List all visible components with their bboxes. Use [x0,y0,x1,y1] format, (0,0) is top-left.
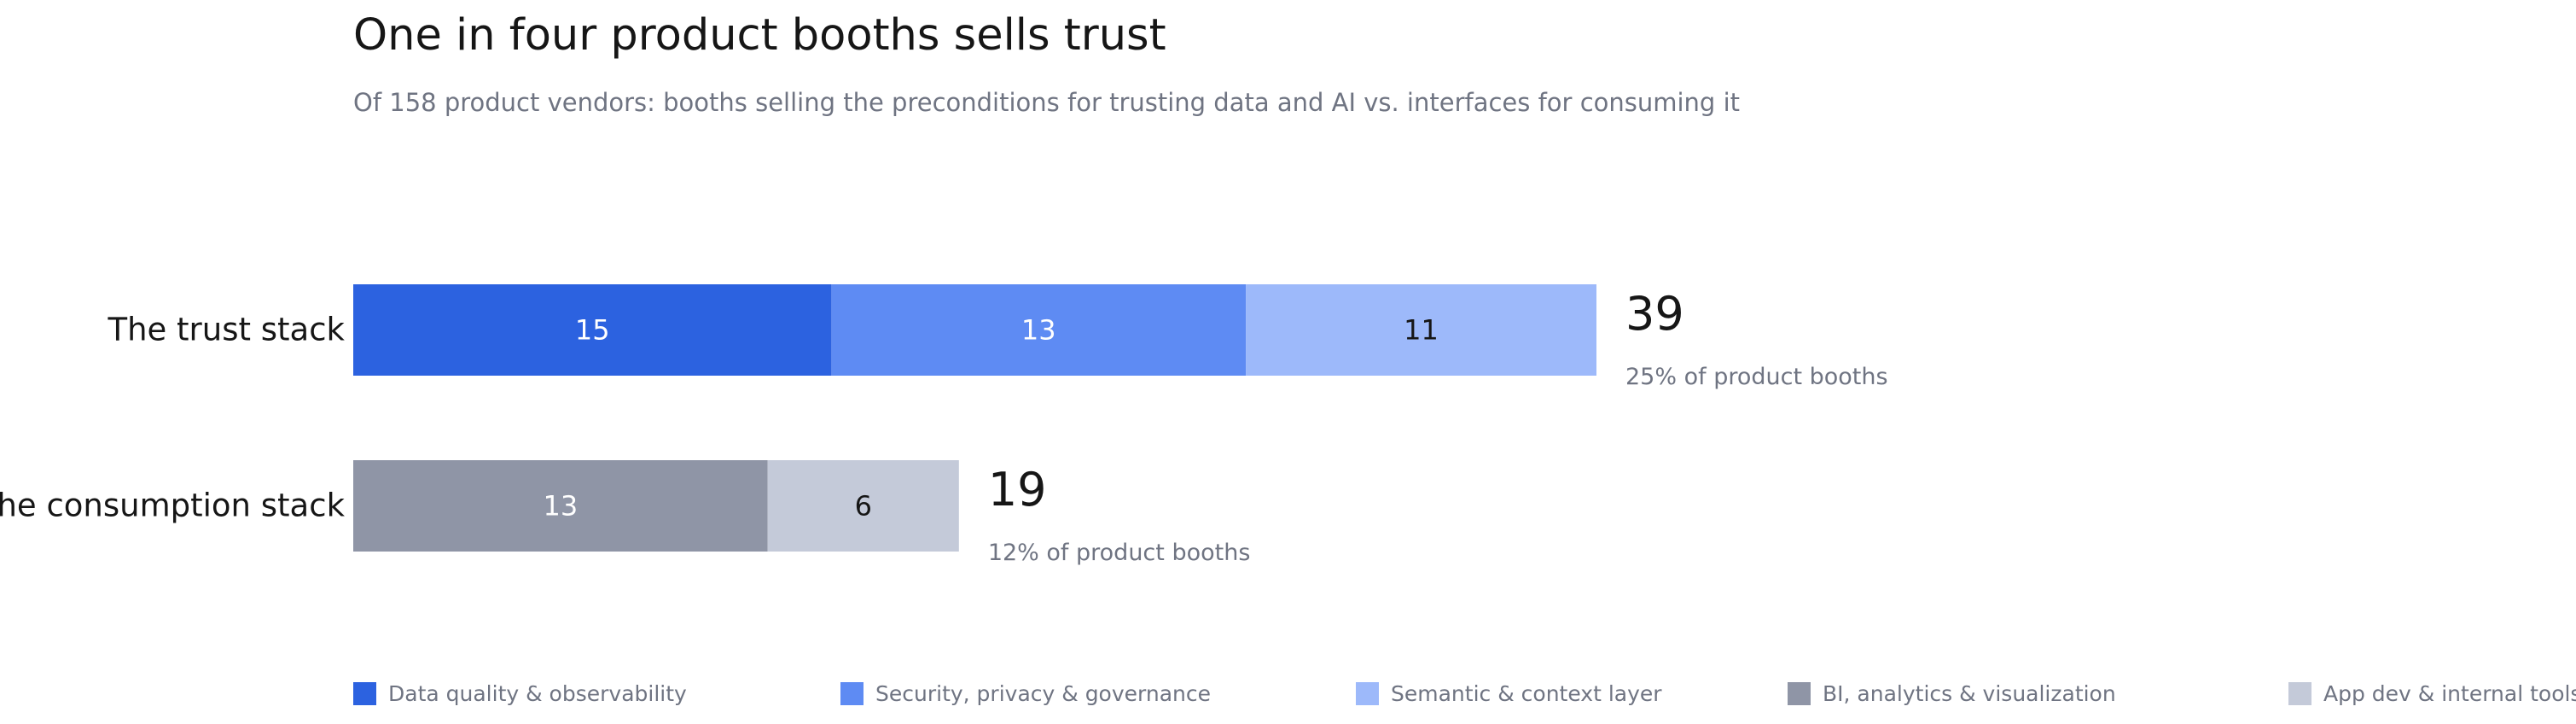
bar-segment-semantic-and-context-layer [1246,284,1596,376]
legend-label: Data quality & observability [388,680,687,706]
stacked-bar-chart: The trust stack 15 13 11 39 25% of product bo… [0,284,1888,566]
legend-swatch [1356,681,1379,705]
legend-swatch [353,681,376,705]
chart-title: One in four product booths sells trust [353,10,1166,61]
bar-segment-app-dev-and-internal-tools [767,460,959,552]
legend-item-bi-analytics-and-visualization: BI, analytics & visualization [1788,676,2116,710]
legend-item-semantic-and-context-layer: Semantic & context layer [1356,676,1662,710]
bar-total-note: 12% of product booths [988,540,1251,566]
legend-swatch [2288,681,2311,705]
legend-label: App dev & internal tools [2323,680,2576,706]
legend-label: Semantic & context layer [1391,680,1662,706]
bar-total-note: 25% of product booths [1625,364,1888,390]
legend-swatch [840,681,864,705]
bar-value-label: 6 [855,490,872,523]
category-label: The trust stack [107,312,345,348]
legend-item-security-privacy-and-governance: Security, privacy & governance [840,676,1211,710]
chart-subtitle: Of 158 product vendors: booths selling t… [353,88,1740,117]
bar-segment-data-quality-and-observability [353,284,832,376]
legend-label: BI, analytics & visualization [1823,680,2116,706]
legend-item-data-quality-and-observability: Data quality & observability [353,676,687,710]
chart-legend: Data quality & observability Security, pr… [353,676,2576,710]
bar-total-label: 39 [1625,287,1684,341]
legend-label: Security, privacy & governance [875,680,1212,706]
bar-value-label: 15 [575,314,610,347]
legend-swatch [1788,681,1811,705]
bar-value-label: 13 [543,490,578,523]
bar-total-label: 19 [988,463,1047,517]
bar-segment-bi-analytics-and-visualization [353,460,768,552]
bar-value-label: 13 [1021,314,1056,347]
category-label: The consumption stack [0,488,346,524]
bar-value-label: 11 [1404,314,1439,347]
bar-segment-security-privacy-and-governance [831,284,1247,376]
legend-item-app-dev-and-internal-tools: App dev & internal tools [2288,676,2576,710]
